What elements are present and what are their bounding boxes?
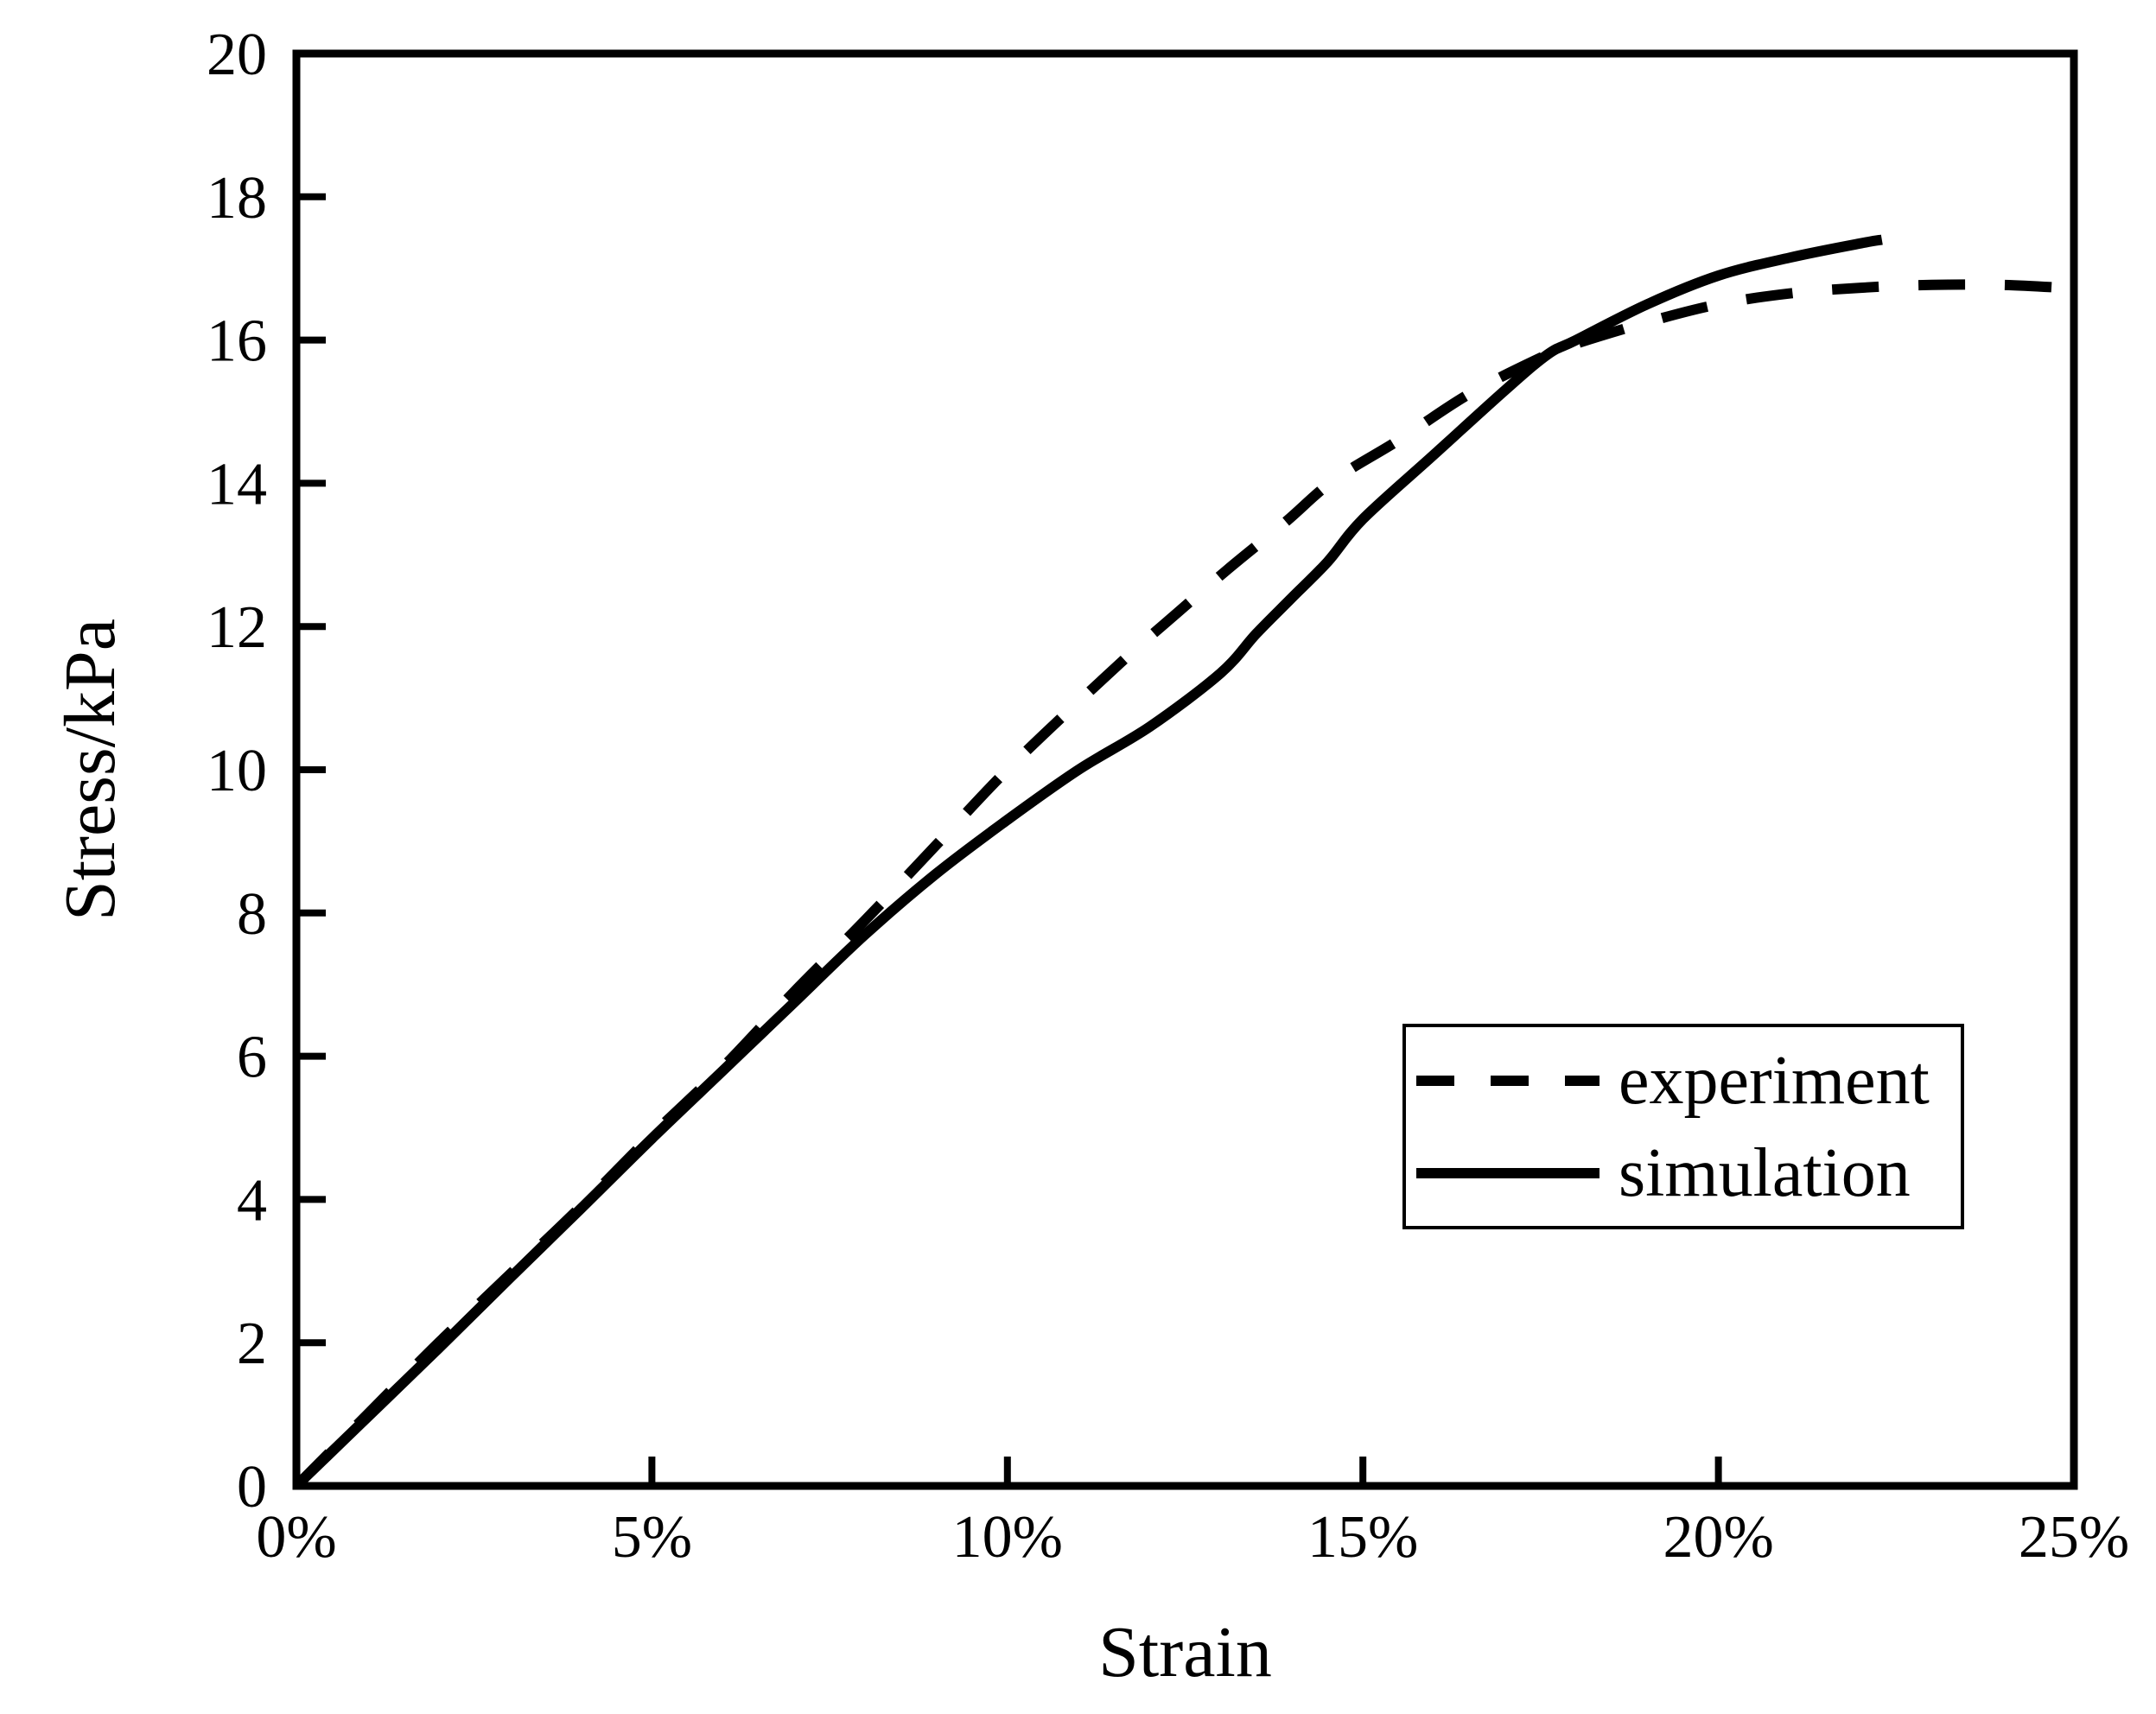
y-tick-label: 18 [207,165,267,232]
y-tick-label: 0 [237,1454,267,1520]
plot-frame [292,49,2078,1490]
legend-row-experiment: experiment [1406,1046,1961,1115]
plot-border [292,49,2078,1490]
x-tick-label: 25% [2019,1504,2129,1571]
y-axis-tick-labels: 0 2 4 6 8 10 12 14 16 18 20 [207,22,267,1520]
simulation-solid-line-icon [1416,1167,1600,1178]
y-tick-label: 12 [207,594,267,661]
x-axis-title: Strain [1098,1612,1272,1692]
y-axis-title: Stress/kPa [50,618,130,922]
y-tick-label: 8 [237,881,267,948]
x-tick-label: 10% [952,1504,1063,1571]
simulation-line [292,234,1883,1490]
legend-row-simulation: simulation [1406,1139,1961,1208]
experiment-curve [292,279,2075,1490]
x-tick-label: 20% [1663,1504,1773,1571]
y-tick-label: 4 [237,1167,267,1234]
x-axis-tick-labels: 0% 5% 10% 15% 20% 25% [256,1504,2129,1571]
y-tick-label: 2 [237,1311,267,1377]
x-tick-label: 0% [256,1504,336,1571]
experiment-line [292,279,2075,1490]
legend: experiment simulation [1402,1024,1964,1229]
x-axis-ticks [293,1457,2077,1482]
y-axis-ticks [300,50,326,1489]
y-tick-label: 14 [207,451,267,517]
x-tick-label: 5% [612,1504,692,1571]
y-tick-label: 10 [207,738,267,804]
legend-label-experiment: experiment [1619,1042,1930,1119]
y-tick-label: 20 [207,22,267,88]
y-tick-label: 16 [207,308,267,375]
simulation-curve [292,234,1883,1490]
experiment-dashed-line-icon [1416,1075,1600,1086]
y-tick-label: 6 [237,1025,267,1091]
legend-label-simulation: simulation [1619,1134,1911,1211]
x-tick-label: 15% [1307,1504,1418,1571]
